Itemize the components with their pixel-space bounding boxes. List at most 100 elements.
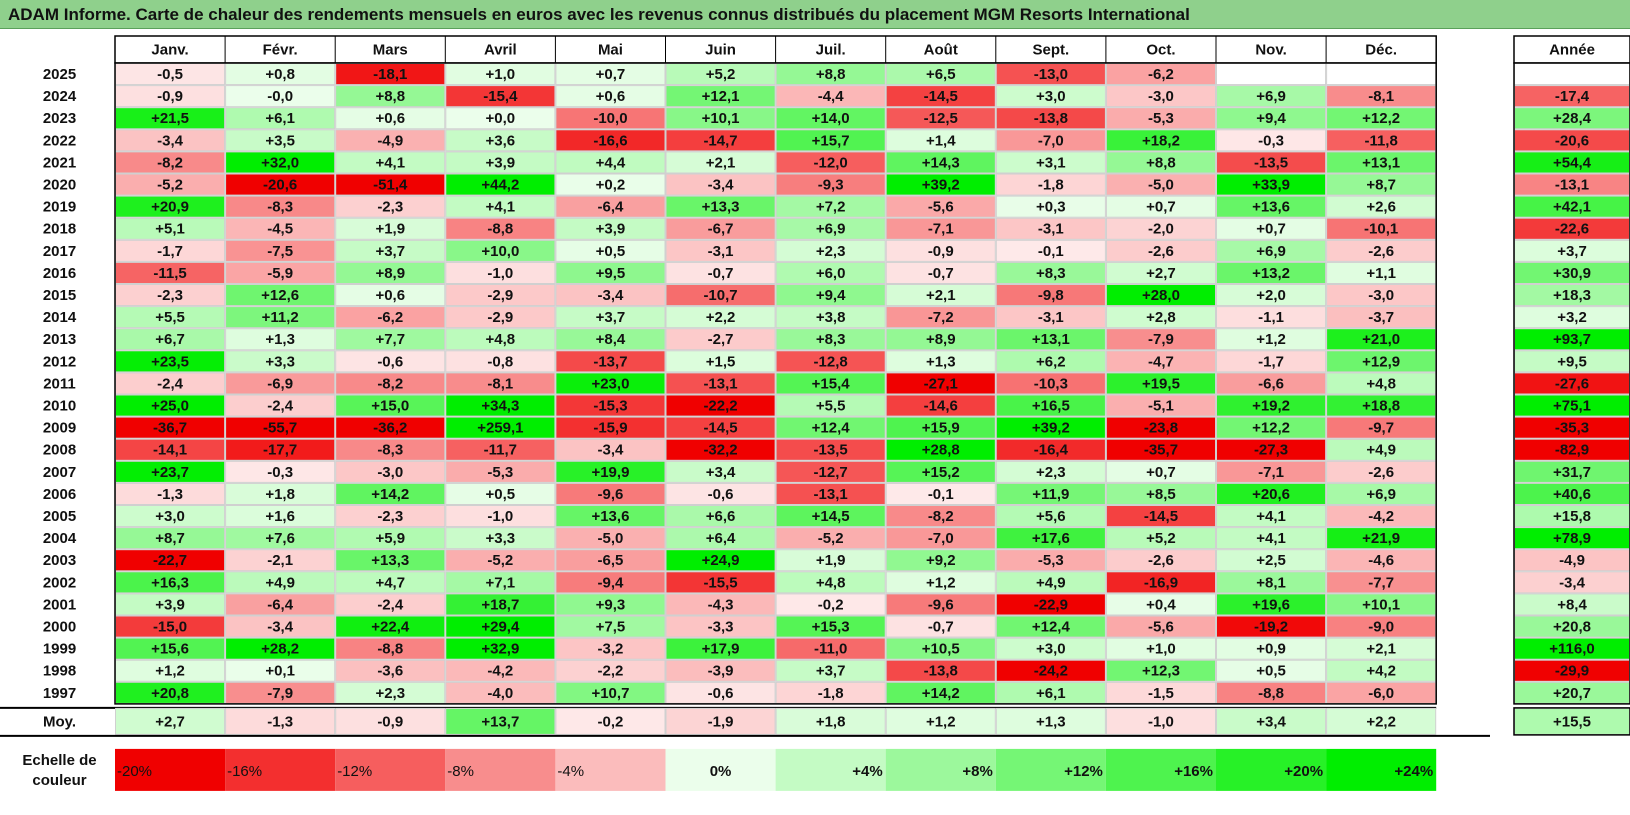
cell-value: -5,0 <box>1148 177 1174 194</box>
heatmap-cell <box>555 284 666 307</box>
cell-value: -2,6 <box>1368 464 1394 481</box>
cell-value: -10,1 <box>1364 221 1398 238</box>
cell-value: -7,0 <box>928 530 954 547</box>
cell-value: +9,3 <box>596 596 626 613</box>
row-year-label: 2002 <box>43 574 76 591</box>
heatmap-cell <box>995 372 1106 395</box>
heatmap-cell <box>225 505 336 528</box>
cell-value: -4,6 <box>1368 552 1394 569</box>
heatmap-cell <box>885 593 996 616</box>
heatmap-cell <box>225 350 336 373</box>
heatmap-cell <box>1105 284 1217 307</box>
annual-value: +3,7 <box>1557 243 1587 260</box>
cell-value: +6,9 <box>1256 88 1286 105</box>
month-header-12: Déc. <box>1365 41 1397 58</box>
scale-label-line2: couleur <box>32 772 86 789</box>
average-cell <box>445 707 556 735</box>
heatmap-cell <box>665 217 776 240</box>
heatmap-cell <box>775 482 886 505</box>
heatmap-cell <box>335 438 446 461</box>
cell-value: +4,9 <box>265 574 295 591</box>
heatmap-cell <box>665 85 776 108</box>
annual-header <box>1513 35 1630 64</box>
cell-value: +8,7 <box>155 530 185 547</box>
heatmap-cell <box>555 85 666 108</box>
cell-value: -3,4 <box>267 619 294 636</box>
cell-value: -2,6 <box>1368 243 1394 260</box>
annual-cell <box>1514 63 1630 86</box>
row-year-label: 2024 <box>43 88 77 105</box>
heatmap-cell <box>1105 482 1217 505</box>
cell-value: -6,0 <box>1368 685 1394 702</box>
heatmap-cell <box>1216 505 1327 528</box>
heatmap-cell <box>995 85 1106 108</box>
cell-value: +6,9 <box>1256 243 1286 260</box>
cell-value: -23,8 <box>1144 420 1178 437</box>
cell-value: -13,1 <box>703 375 737 392</box>
heatmap-cell <box>445 460 556 483</box>
cell-value: +7,1 <box>486 574 516 591</box>
heatmap-cell <box>885 217 996 240</box>
cell-value: -8,2 <box>928 508 954 525</box>
cell-value: +8,3 <box>816 331 846 348</box>
heatmap-cell <box>665 261 776 284</box>
cell-value: -5,3 <box>1038 552 1064 569</box>
cell-value: +10,0 <box>481 243 519 260</box>
heatmap-cell <box>995 549 1106 572</box>
heatmap-cell <box>225 306 336 329</box>
average-value: +2,7 <box>155 713 185 730</box>
heatmap-cell <box>1105 195 1217 218</box>
annual-value: +20,7 <box>1553 685 1591 702</box>
cell-value: -6,9 <box>267 375 293 392</box>
cell-value: -13,0 <box>1034 66 1068 83</box>
heatmap-cell <box>775 107 886 130</box>
heatmap-cell <box>665 615 776 638</box>
cell-value: -4,9 <box>377 132 403 149</box>
annual-value: +3,2 <box>1557 309 1587 326</box>
cell-value: -0,8 <box>487 353 513 370</box>
heatmap-cell <box>335 217 446 240</box>
heatmap-cell <box>665 306 776 329</box>
cell-value: +2,1 <box>706 154 736 171</box>
heatmap-cell <box>555 438 666 461</box>
cell-value: -11,8 <box>1364 132 1397 149</box>
row-year-label: 2014 <box>43 309 77 326</box>
heatmap-cell <box>445 593 556 616</box>
cell-value: -10,0 <box>593 110 627 127</box>
cell-value: +6,9 <box>816 221 846 238</box>
cell-value: -24,2 <box>1034 663 1068 680</box>
average-value: +13,7 <box>481 713 519 730</box>
annual-value: +20,8 <box>1553 619 1591 636</box>
heatmap-cell <box>665 328 776 351</box>
cell-value: -4,4 <box>818 88 845 105</box>
scale-label: -20% <box>117 763 152 780</box>
heatmap-cell <box>1216 460 1327 483</box>
heatmap-cell <box>995 416 1106 439</box>
cell-value: -8,2 <box>157 154 183 171</box>
cell-value: +1,4 <box>926 132 956 149</box>
cell-value: +44,2 <box>481 177 519 194</box>
cell-value: +14,2 <box>371 486 409 503</box>
heatmap-cell <box>445 350 556 373</box>
cell-value: -13,1 <box>814 486 848 503</box>
cell-value: -8,3 <box>377 442 403 459</box>
cell-value: +7,6 <box>265 530 295 547</box>
annual-value: +116,0 <box>1549 641 1594 658</box>
heatmap-cell <box>775 328 886 351</box>
scale-swatch <box>445 748 556 791</box>
heatmap-cell <box>445 527 556 550</box>
row-year-label: 2012 <box>43 353 76 370</box>
heatmap-cell <box>1216 615 1327 638</box>
annual-value: +15,8 <box>1553 508 1591 525</box>
heatmap-cell <box>225 438 336 461</box>
heatmap-cell <box>775 284 886 307</box>
cell-value: +4,7 <box>375 574 405 591</box>
heatmap-cell <box>775 637 886 660</box>
cell-value: +20,9 <box>151 199 189 216</box>
cell-value: -2,3 <box>157 287 183 304</box>
row-year-label: 2006 <box>43 486 76 503</box>
average-annual-value: +15,5 <box>1553 713 1591 730</box>
annual-value: +40,6 <box>1553 486 1591 503</box>
heatmap-cell <box>775 151 886 174</box>
heatmap-cell <box>1105 637 1217 660</box>
